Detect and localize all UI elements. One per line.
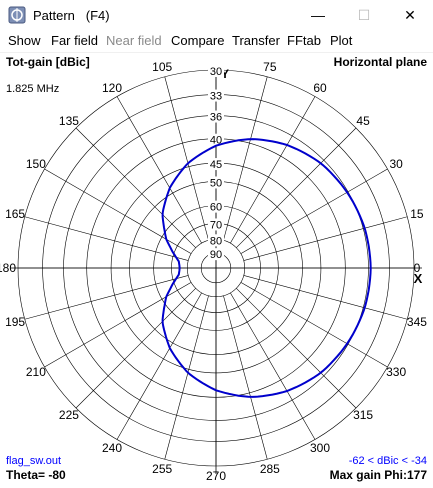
grid-spoke-300 [230, 292, 316, 440]
radial-label-bg-40 [208, 133, 224, 146]
radial-label-bg-90 [208, 248, 224, 261]
radial-label-bg-60 [208, 200, 224, 213]
grid-spoke-330 [240, 282, 388, 368]
radial-label-bg-70 [208, 218, 224, 231]
angle-label-240: 240 [102, 441, 122, 455]
angle-label-345: 345 [407, 315, 427, 329]
range-label: -62 < dBic < -34 [348, 455, 427, 467]
radial-label-50: 50 [210, 177, 222, 189]
max-gain-label: Max gain Phi:177 [329, 468, 427, 482]
angle-label-150: 150 [26, 157, 46, 171]
radial-label-45: 45 [210, 159, 222, 171]
angle-label-330: 330 [386, 365, 406, 379]
grid-spoke-135 [75, 127, 196, 248]
close-button[interactable]: ✕ [404, 6, 416, 23]
pattern-plot[interactable]: 0 15 30 45 60 75 105 120 135 150 165 180 195 210 225 24… [0, 52, 433, 483]
maximize-button[interactable]: ☐ [357, 6, 371, 23]
menu-plot[interactable]: Plot [330, 33, 353, 48]
angle-label-15: 15 [410, 207, 424, 221]
grid-spoke-210 [44, 282, 192, 368]
angle-label-0: 0 [414, 261, 421, 275]
radial-label-bg-36 [208, 110, 224, 123]
angle-label-180: 180 [0, 261, 16, 275]
app-icon [8, 6, 26, 24]
grid-spoke-45 [236, 127, 357, 248]
angle-label-60: 60 [313, 81, 327, 95]
y-axis-label: Y [221, 67, 229, 81]
grid-spoke-60 [230, 96, 316, 244]
menu-show[interactable]: Show [8, 33, 41, 48]
grid-spoke-105 [164, 76, 209, 241]
angle-label-285: 285 [260, 462, 280, 476]
radial-label-bg-45 [208, 158, 224, 171]
radial-label-33: 33 [210, 91, 222, 103]
grid-spoke-315 [236, 288, 357, 409]
angle-label-195: 195 [5, 315, 25, 329]
menu-fftab[interactable]: FFtab [287, 33, 321, 48]
radial-label-90: 90 [210, 249, 222, 261]
quantity-label: Tot-gain [dBic] [6, 55, 90, 69]
angle-label-315: 315 [353, 408, 373, 422]
grid-spoke-285 [223, 295, 268, 460]
grid-spoke-255 [164, 295, 209, 460]
radial-label-bg-33 [208, 89, 224, 102]
angle-label-300: 300 [310, 441, 330, 455]
file-name-label: flag_sw.out [6, 455, 62, 467]
grid-spoke-150 [44, 168, 192, 254]
radial-label-bg-30 [208, 65, 224, 77]
angle-label-225: 225 [59, 408, 79, 422]
grid-spoke-165 [24, 216, 189, 261]
angle-label-105: 105 [152, 60, 172, 74]
grid-spoke-75 [223, 76, 268, 241]
x-axis-marker: X [414, 271, 423, 286]
menu-far-field[interactable]: Far field [51, 33, 98, 48]
menu-compare[interactable]: Compare [171, 33, 225, 48]
pattern-trace [161, 138, 372, 398]
angle-label-30: 30 [389, 157, 403, 171]
angle-label-255: 255 [152, 462, 172, 476]
grid-spoke-345 [243, 275, 408, 320]
title-bar: Pattern (F4) — ☐ ✕ [0, 0, 433, 30]
grid-spoke-195 [24, 275, 189, 320]
radial-label-60: 60 [210, 202, 222, 214]
angle-label-75: 75 [263, 60, 277, 74]
angle-label-270: 270 [206, 469, 226, 483]
menu-transfer[interactable]: Transfer [232, 33, 280, 48]
grid-spoke-15 [243, 216, 408, 261]
radial-label-80: 80 [210, 235, 222, 247]
angle-label-135: 135 [59, 114, 79, 128]
menu-near-field: Near field [106, 33, 162, 48]
window-title: Pattern (F4) [33, 8, 110, 23]
polar-chart: 0 15 30 45 60 75 105 120 135 150 165 180 195 210 225 24… [0, 60, 427, 483]
radial-label-bg-50 [208, 176, 224, 189]
grid-spoke-225 [75, 288, 196, 409]
radial-label-30: 30 [210, 66, 222, 78]
frequency-label: 1.825 MHz [6, 83, 60, 95]
radial-label-36: 36 [210, 112, 222, 124]
angle-label-120: 120 [102, 81, 122, 95]
minimize-button[interactable]: — [311, 7, 325, 23]
menu-bar: Show Far field Near field Compare Transf… [0, 30, 433, 53]
theta-label: Theta= -80 [6, 468, 66, 482]
radial-label-bg-80 [208, 234, 224, 247]
grid-spoke-120 [116, 96, 202, 244]
angle-label-45: 45 [356, 114, 370, 128]
grid-spoke-240 [116, 292, 202, 440]
radial-label-70: 70 [210, 219, 222, 231]
angle-label-210: 210 [26, 365, 46, 379]
angle-label-165: 165 [5, 207, 25, 221]
plane-label: Horizontal plane [333, 55, 427, 69]
grid-spoke-30 [240, 168, 388, 254]
radial-label-40: 40 [210, 135, 222, 147]
